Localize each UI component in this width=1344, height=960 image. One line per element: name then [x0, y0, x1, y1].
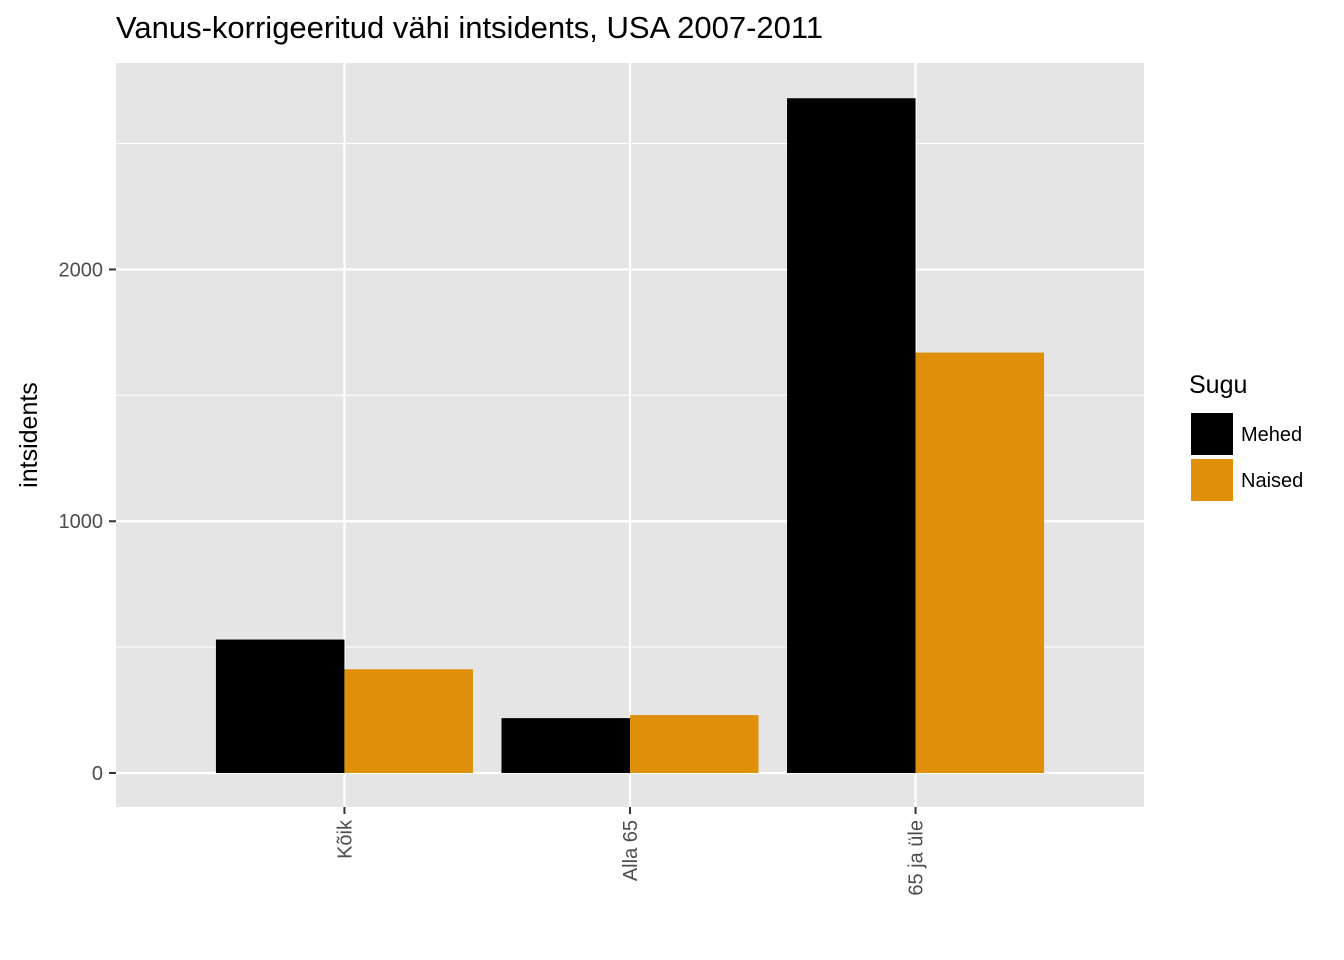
y-axis-label: intsidents [15, 382, 43, 488]
bar-naised [344, 669, 473, 774]
y-tick-label: 0 [92, 763, 103, 785]
legend: Sugu Mehed Naised [1189, 371, 1303, 501]
bar-mehed [787, 98, 916, 774]
x-tick-label: Alla 65 [620, 820, 642, 881]
legend-key-naised [1191, 459, 1233, 501]
bar-naised [630, 715, 759, 774]
bar-mehed [215, 639, 345, 774]
bar-naised [915, 352, 1045, 774]
y-tick-label: 1000 [59, 511, 104, 533]
y-tick-label: 2000 [59, 259, 104, 281]
bars [215, 98, 1045, 774]
bar-mehed [501, 718, 630, 774]
legend-label-mehed: Mehed [1241, 424, 1302, 446]
chart-title: Vanus-korrigeeritud vähi intsidents, USA… [116, 10, 823, 45]
legend-title: Sugu [1189, 371, 1247, 399]
axes: 0 1000 2000 Kõik Alla 65 65 ja üle [59, 259, 928, 895]
x-tick-label: 65 ja üle [906, 820, 928, 896]
x-tick-label: Kõik [334, 819, 356, 859]
legend-items: Mehed Naised [1191, 413, 1303, 501]
legend-key-mehed [1191, 413, 1233, 455]
legend-label-naised: Naised [1241, 470, 1303, 492]
